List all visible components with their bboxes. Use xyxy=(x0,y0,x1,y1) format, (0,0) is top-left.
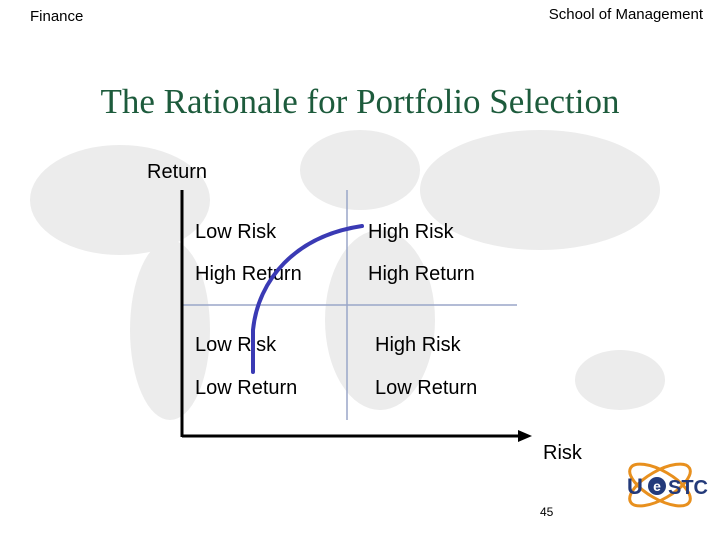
logo-text: STC xyxy=(668,477,708,499)
x-axis-arrow xyxy=(518,430,532,442)
page-number: 45 xyxy=(540,505,554,519)
logo: U e STC xyxy=(627,462,708,508)
slide-title: The Rationale for Portfolio Selection xyxy=(100,82,619,121)
frontier-curve xyxy=(251,224,364,374)
quadrant-risk: High Risk xyxy=(375,334,462,356)
quadrant-return: High Return xyxy=(368,263,475,285)
quadrant-return: Low Return xyxy=(195,377,297,399)
quadrant-return: High Return xyxy=(195,263,302,285)
quadrant-risk: Low Risk xyxy=(195,221,277,243)
logo-text: U xyxy=(627,474,643,499)
x-axis-label: Risk xyxy=(543,442,583,464)
quadrant-return: Low Return xyxy=(375,377,477,399)
quadrant-risk: Low Risk xyxy=(195,334,277,356)
logo-text: e xyxy=(653,478,661,494)
quadrant-risk: High Risk xyxy=(368,221,455,243)
y-axis-label: Return xyxy=(147,161,207,183)
axes xyxy=(180,190,522,438)
world-map-background xyxy=(30,130,665,420)
header-left: Finance xyxy=(30,8,83,25)
header-right: School of Management xyxy=(549,6,704,23)
